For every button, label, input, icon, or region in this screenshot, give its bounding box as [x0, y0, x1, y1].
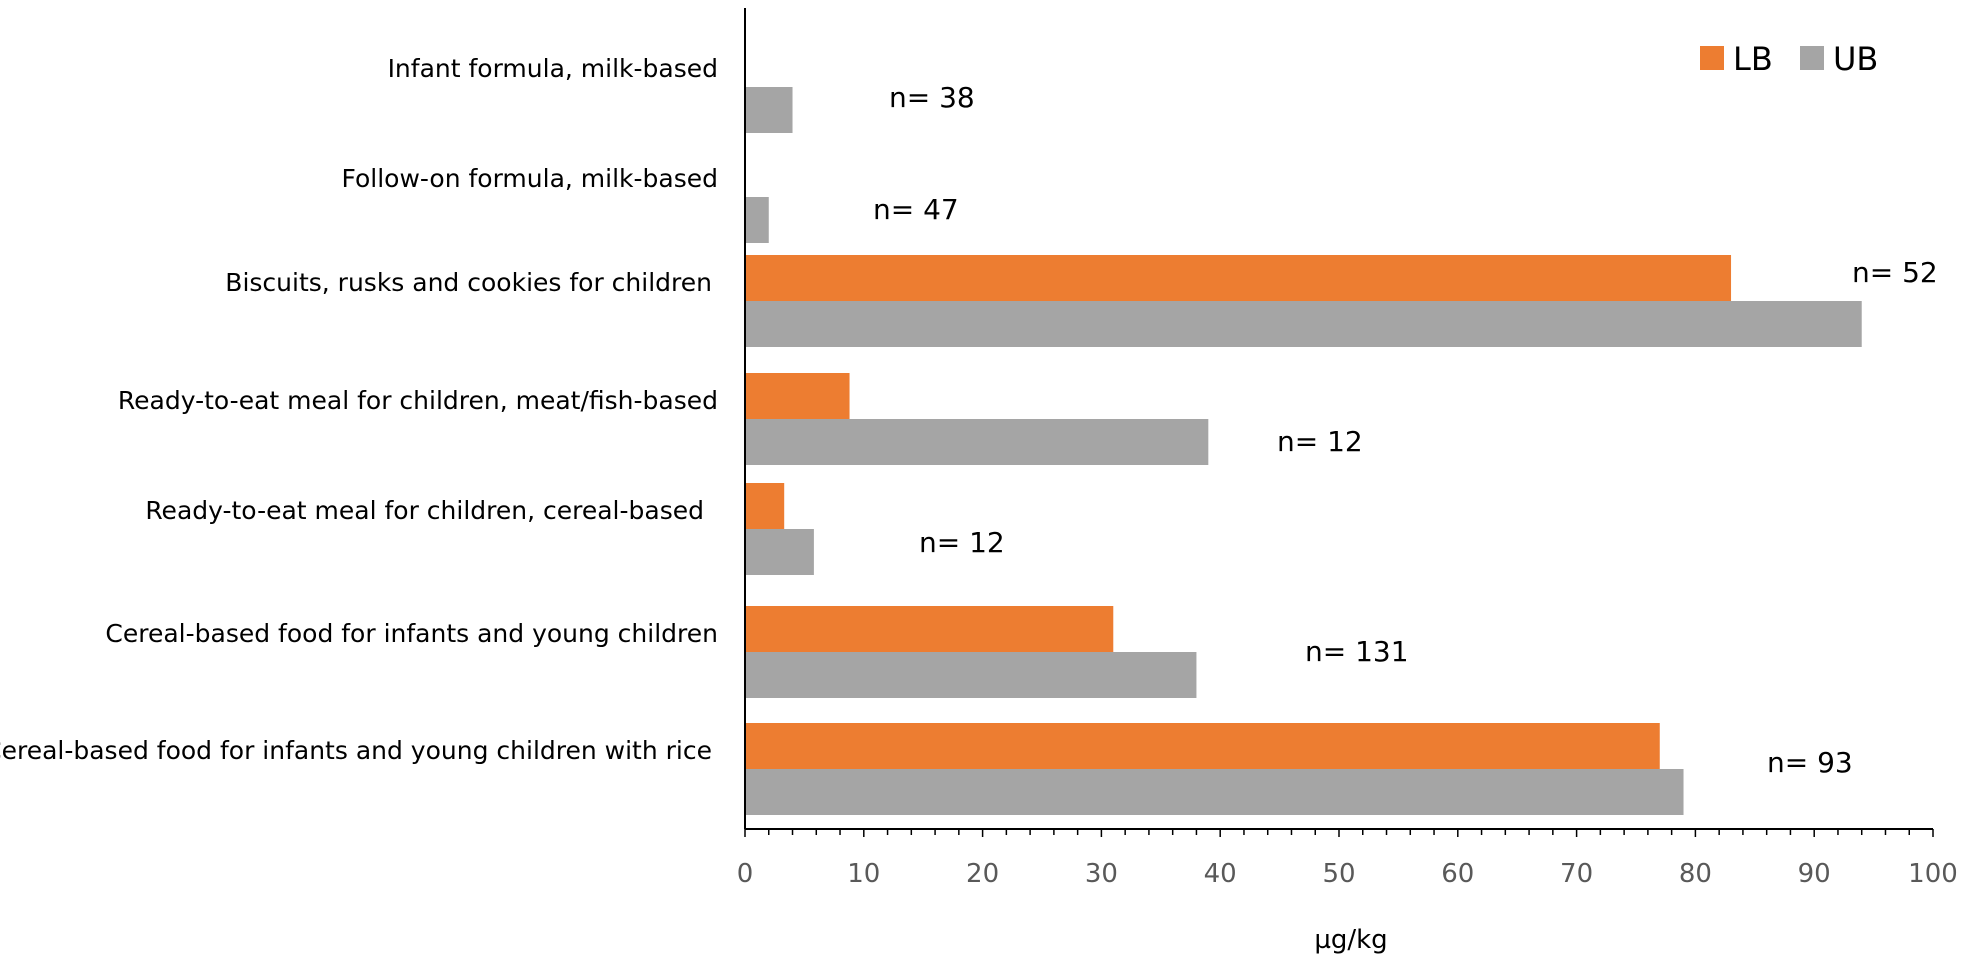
x-axis-title: µg/kg [1314, 925, 1387, 955]
category-label: Ready-to-eat meal for children, cereal-b… [145, 496, 704, 525]
sample-size-label: n= 47 [873, 193, 959, 226]
x-tick-label: 20 [966, 859, 999, 889]
bar-lb-2 [745, 255, 1732, 301]
sample-size-label: n= 12 [1277, 425, 1363, 458]
bar-lb-3 [745, 373, 850, 419]
legend-label-ub: UB [1833, 40, 1878, 78]
bar-lb-4 [745, 483, 785, 529]
category-label: Infant formula, milk-based [388, 54, 718, 83]
sample-size-label: n= 93 [1767, 746, 1853, 779]
x-tick-label: 0 [737, 859, 754, 889]
bar-ub-4 [745, 529, 814, 575]
x-tick-label: 90 [1798, 859, 1831, 889]
bar-ub-1 [745, 197, 769, 243]
x-tick-label: 10 [847, 859, 880, 889]
legend-label-lb: LB [1733, 40, 1773, 78]
bar-lb-6 [745, 723, 1660, 769]
sample-size-label: n= 52 [1852, 256, 1938, 289]
x-tick-label: 50 [1322, 859, 1355, 889]
legend-swatch-lb [1700, 46, 1724, 70]
legend: LB UB [1700, 40, 1878, 78]
category-label: Follow-on formula, milk-based [342, 164, 719, 193]
category-label: Ready-to-eat meal for children, meat/fis… [118, 386, 718, 415]
x-tick-label: 80 [1679, 859, 1712, 889]
x-tick-label: 30 [1085, 859, 1118, 889]
bar-ub-0 [745, 87, 793, 133]
category-label: Cereal-based food for infants and young … [0, 736, 712, 765]
x-tick-label: 40 [1204, 859, 1237, 889]
sample-size-labels: n= 38 n= 47 n= 52 n= 12 n= 12 n= 131 n= 93 [873, 81, 1938, 779]
category-label: Cereal-based food for infants and young … [105, 619, 718, 648]
legend-swatch-ub [1800, 46, 1824, 70]
bars-layer [745, 87, 1862, 815]
sample-size-label: n= 12 [919, 526, 1005, 559]
x-tick-label: 60 [1441, 859, 1474, 889]
bar-ub-5 [745, 652, 1197, 698]
bar-ub-2 [745, 301, 1862, 347]
category-labels: Infant formula, milk-based Follow-on form… [0, 54, 718, 765]
category-label: Biscuits, rusks and cookies for children [225, 268, 712, 297]
sample-size-label: n= 38 [889, 81, 975, 114]
x-tick-label: 100 [1908, 859, 1958, 889]
bar-ub-3 [745, 419, 1209, 465]
axes: 0 10 20 30 40 50 60 70 80 90 100 [737, 8, 1958, 889]
x-tick-label: 70 [1560, 859, 1593, 889]
bar-ub-6 [745, 769, 1684, 815]
sample-size-label: n= 131 [1305, 635, 1409, 668]
bar-lb-5 [745, 606, 1114, 652]
